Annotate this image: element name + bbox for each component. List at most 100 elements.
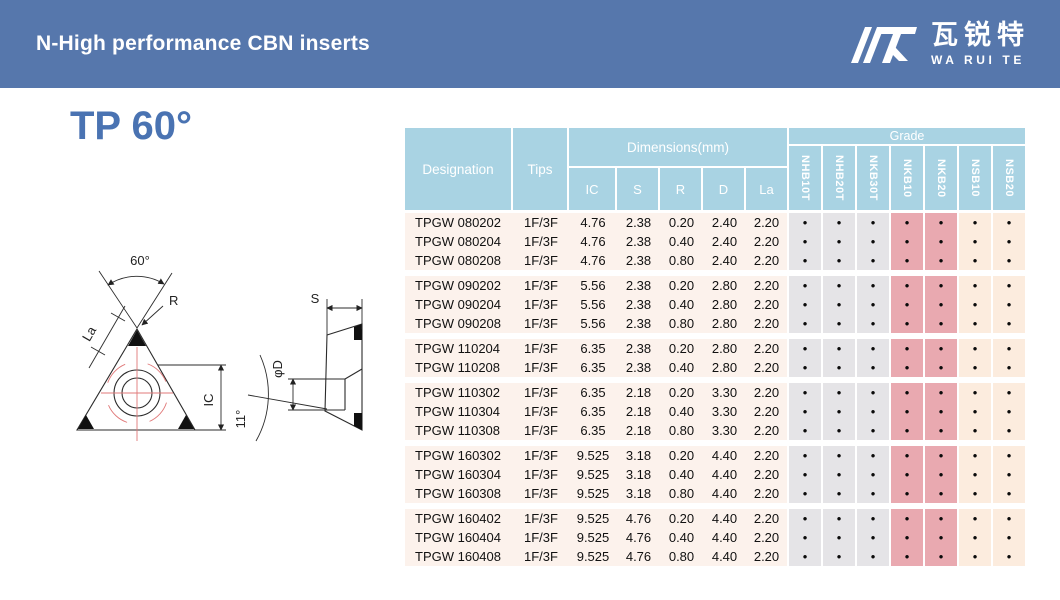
row-values: TPGW 110308 1F/3F 6.35 2.18 0.80 3.30 2.20 <box>405 421 787 440</box>
grade-availability-dot: • <box>891 232 923 251</box>
grade-availability-dot: • <box>789 383 821 402</box>
row-values: TPGW 160308 1F/3F 9.525 3.18 0.80 4.40 2.20 <box>405 484 787 503</box>
grade-availability-dot: • <box>959 383 991 402</box>
ic-cell: 5.56 <box>580 316 606 331</box>
table-body: TPGW 080202 1F/3F 4.76 2.38 0.20 2.40 2.20 • • • •… <box>405 213 1025 566</box>
d-cell: 2.40 <box>711 253 738 268</box>
row-values: TPGW 080202 1F/3F 4.76 2.38 0.20 2.40 2.20 <box>405 213 787 232</box>
col-header-nsb20: NSB20 <box>993 146 1025 210</box>
la-cell: 2.20 <box>753 486 780 501</box>
grade-availability-dot: • <box>789 251 821 270</box>
grade-availability-dot: • <box>789 509 821 528</box>
la-cell: 2.20 <box>753 316 780 331</box>
ic-dimension <box>158 364 226 431</box>
grade-availability-dot: • <box>993 465 1025 484</box>
col-header-grade: Grade <box>789 128 1025 144</box>
grade-availability-dot: • <box>789 465 821 484</box>
grade-availability-dot: • <box>823 383 855 402</box>
grade-availability-dot: • <box>823 402 855 421</box>
grade-availability-dot: • <box>925 314 957 333</box>
designation-cell: TPGW 080204 <box>415 234 501 249</box>
grade-availability-dot: • <box>789 358 821 377</box>
s-cell: 4.76 <box>625 530 652 545</box>
grade-availability-dot: • <box>925 213 957 232</box>
grade-availability-dot: • <box>891 509 923 528</box>
s-cell: 3.18 <box>625 448 652 463</box>
r-cell: 0.40 <box>668 530 695 545</box>
table-row: TPGW 090208 1F/3F 5.56 2.38 0.80 2.80 2.20 • • • •… <box>405 314 1025 333</box>
grade-availability-dot: • <box>959 213 991 232</box>
row-group: TPGW 110204 1F/3F 6.35 2.38 0.20 2.80 2.20 • • • •… <box>405 339 1025 377</box>
col-header-r: R <box>660 168 701 210</box>
s-cell: 2.38 <box>625 297 652 312</box>
designation-cell: TPGW 160304 <box>415 467 501 482</box>
tips-cell: 1F/3F <box>524 215 558 230</box>
col-header-s: S <box>617 168 658 210</box>
row-group: TPGW 090202 1F/3F 5.56 2.38 0.20 2.80 2.20 • • • •… <box>405 276 1025 333</box>
grade-availability-dot: • <box>823 295 855 314</box>
grade-availability-dot: • <box>959 276 991 295</box>
col-header-ic: IC <box>569 168 615 210</box>
clearance-angle-label: 11° <box>233 410 248 429</box>
grade-availability-dot: • <box>993 547 1025 566</box>
row-values: TPGW 110208 1F/3F 6.35 2.38 0.40 2.80 2.20 <box>405 358 787 377</box>
grade-availability-dot: • <box>823 314 855 333</box>
grade-availability-dot: • <box>857 295 889 314</box>
ic-cell: 6.35 <box>580 360 606 375</box>
designation-cell: TPGW 110204 <box>415 341 501 356</box>
side-view-tips <box>354 324 362 430</box>
grade-availability-dot: • <box>891 465 923 484</box>
ic-cell: 5.56 <box>580 297 606 312</box>
table-row: TPGW 160408 1F/3F 9.525 4.76 0.80 4.40 2.20 • • •… <box>405 547 1025 566</box>
r-cell: 0.40 <box>668 360 695 375</box>
grade-availability-dot: • <box>789 295 821 314</box>
grade-availability-dot: • <box>857 528 889 547</box>
grade-availability-dot: • <box>857 402 889 421</box>
designation-cell: TPGW 160302 <box>415 448 501 463</box>
dimensions-header-group: Dimensions(mm) IC S R D La <box>569 128 787 210</box>
grade-availability-dot: • <box>959 314 991 333</box>
table-row: TPGW 160402 1F/3F 9.525 4.76 0.20 4.40 2.20 • • •… <box>405 509 1025 528</box>
la-cell: 2.20 <box>753 511 780 526</box>
grade-availability-dot: • <box>925 358 957 377</box>
r-cell: 0.20 <box>668 278 695 293</box>
grade-availability-dot: • <box>823 465 855 484</box>
grade-availability-dot: • <box>993 295 1025 314</box>
grade-availability-dot: • <box>993 276 1025 295</box>
ic-cell: 9.525 <box>576 511 610 526</box>
grade-availability-dot: • <box>993 232 1025 251</box>
s-cell: 2.18 <box>625 385 652 400</box>
row-values: TPGW 160304 1F/3F 9.525 3.18 0.40 4.40 2.20 <box>405 465 787 484</box>
s-cell: 2.18 <box>625 404 652 419</box>
designation-cell: TPGW 080208 <box>415 253 501 268</box>
tips-cell: 1F/3F <box>524 253 558 268</box>
designation-cell: TPGW 160402 <box>415 511 501 526</box>
la-cell: 2.20 <box>753 297 780 312</box>
ic-cell: 4.76 <box>580 253 606 268</box>
s-cell: 4.76 <box>625 511 652 526</box>
d-cell: 2.80 <box>711 297 738 312</box>
la-cell: 2.20 <box>753 404 780 419</box>
tips-cell: 1F/3F <box>524 423 558 438</box>
grade-availability-dot: • <box>925 484 957 503</box>
grade-availability-dot: • <box>959 528 991 547</box>
table-row: TPGW 110304 1F/3F 6.35 2.18 0.40 3.30 2.20 • • • •… <box>405 402 1025 421</box>
r-cell: 0.40 <box>668 404 695 419</box>
row-group: TPGW 160402 1F/3F 9.525 4.76 0.20 4.40 2.20 • • •… <box>405 509 1025 566</box>
la-cell: 2.20 <box>753 448 780 463</box>
table-row: TPGW 160404 1F/3F 9.525 4.76 0.40 4.40 2.20 • • •… <box>405 528 1025 547</box>
logo-latin-name: WA RUI TE <box>931 52 1025 67</box>
grade-availability-dot: • <box>959 446 991 465</box>
grade-availability-dot: • <box>891 295 923 314</box>
grade-availability-dot: • <box>823 547 855 566</box>
grade-subheader: NHB10T NHB20T NKB30T NKB10 NKB20 NSB10 N… <box>789 146 1025 210</box>
section-title: TP 60° <box>70 104 192 148</box>
grade-availability-dot: • <box>823 509 855 528</box>
table-row: TPGW 110204 1F/3F 6.35 2.38 0.20 2.80 2.20 • • • •… <box>405 339 1025 358</box>
grade-availability-dot: • <box>959 251 991 270</box>
grade-availability-dot: • <box>857 421 889 440</box>
col-header-d: D <box>703 168 744 210</box>
grade-availability-dot: • <box>789 484 821 503</box>
grade-availability-dot: • <box>823 421 855 440</box>
